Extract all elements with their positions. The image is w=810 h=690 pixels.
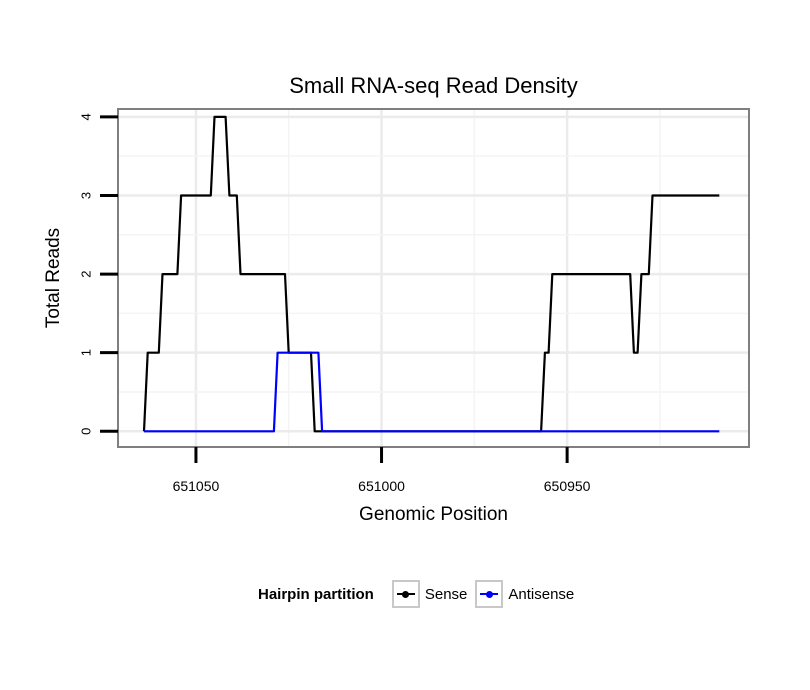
y-tick-label: 4 <box>79 113 94 120</box>
legend-key-antisense <box>475 580 504 608</box>
legend-key-sense <box>391 580 420 608</box>
legend-label-sense: Sense <box>424 585 468 603</box>
y-axis-label: Total Reads <box>43 228 64 328</box>
plot-border <box>117 108 750 448</box>
legend-dot-sense <box>402 590 410 598</box>
series-layer <box>142 115 720 433</box>
axes: 651050 651000 650950 0 1 2 3 4 <box>79 113 591 494</box>
legend-dot-antisense <box>485 590 493 598</box>
series-line-antisense <box>144 351 720 433</box>
y-tick-label: 0 <box>79 428 94 435</box>
y-tick-label: 2 <box>79 270 94 277</box>
plot-panel <box>118 109 749 447</box>
legend: Hairpin partition Sense Antisense <box>258 580 582 608</box>
legend-label-antisense: Antisense <box>508 585 575 603</box>
y-tick-label: 3 <box>79 192 94 199</box>
x-tick-label: 651050 <box>173 478 220 494</box>
chart-title: Small RNA-seq Read Density <box>289 73 578 98</box>
x-tick-label: 650950 <box>544 478 591 494</box>
legend-title: Hairpin partition <box>258 585 374 603</box>
y-tick-label: 1 <box>79 349 94 356</box>
x-axis-label: Genomic Position <box>359 504 508 525</box>
x-tick-label: 651000 <box>358 478 405 494</box>
